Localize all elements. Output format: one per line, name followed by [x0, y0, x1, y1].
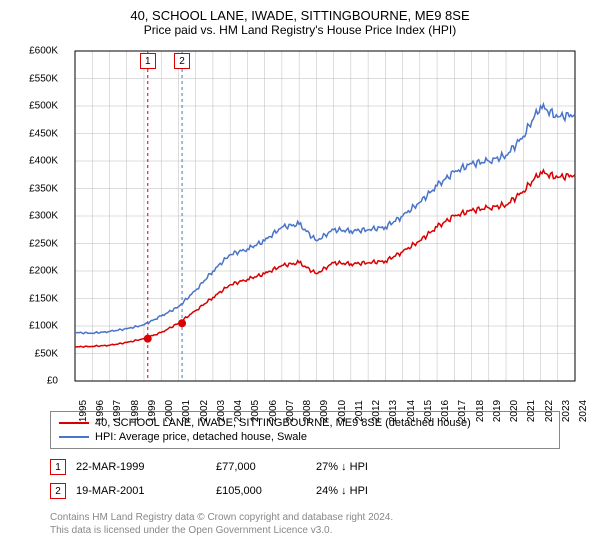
y-tick-label: £200K: [18, 266, 58, 277]
footer-line: Contains HM Land Registry data © Crown c…: [50, 511, 560, 524]
y-tick-label: £550K: [18, 73, 58, 84]
x-tick-label: 2012: [371, 400, 382, 422]
x-tick-label: 1999: [147, 400, 158, 422]
chart-area: £0 £50K £100K £150K £200K £250K £300K £350K £400…: [20, 43, 580, 403]
marker-number: 2: [55, 486, 61, 497]
x-tick-label: 2003: [216, 400, 227, 422]
chart-transaction-marker: 2: [174, 53, 190, 69]
x-tick-label: 2015: [423, 400, 434, 422]
x-tick-label: 2020: [509, 400, 520, 422]
x-tick-label: 2004: [233, 400, 244, 422]
x-tick-label: 2009: [319, 400, 330, 422]
legend-swatch: [59, 436, 89, 438]
table-row: 2 19-MAR-2001 £105,000 24% ↓ HPI: [50, 479, 560, 503]
tx-price: £77,000: [216, 461, 316, 473]
y-tick-label: £50K: [18, 348, 58, 359]
table-row: 1 22-MAR-1999 £77,000 27% ↓ HPI: [50, 455, 560, 479]
transaction-table: 1 22-MAR-1999 £77,000 27% ↓ HPI 2 19-MAR…: [50, 455, 560, 503]
y-tick-label: £0: [18, 376, 58, 387]
y-tick-label: £450K: [18, 128, 58, 139]
x-tick-label: 2021: [526, 400, 537, 422]
legend-item: HPI: Average price, detached house, Swal…: [59, 430, 551, 444]
chart-subtitle: Price paid vs. HM Land Registry's House …: [0, 23, 600, 43]
x-tick-label: 2007: [285, 400, 296, 422]
transaction-marker-icon: 1: [50, 459, 66, 475]
x-tick-label: 2005: [250, 400, 261, 422]
x-tick-label: 2017: [457, 400, 468, 422]
y-tick-label: £100K: [18, 321, 58, 332]
y-tick-label: £150K: [18, 293, 58, 304]
x-tick-label: 2016: [440, 400, 451, 422]
x-tick-label: 1995: [78, 400, 89, 422]
y-tick-label: £600K: [18, 46, 58, 57]
tx-price: £105,000: [216, 485, 316, 497]
line-chart-svg: [20, 43, 580, 403]
legend-label: HPI: Average price, detached house, Swal…: [95, 431, 307, 443]
x-tick-label: 2006: [268, 400, 279, 422]
tx-date: 22-MAR-1999: [76, 461, 216, 473]
x-tick-label: 2023: [561, 400, 572, 422]
chart-container: 40, SCHOOL LANE, IWADE, SITTINGBOURNE, M…: [0, 0, 600, 560]
x-tick-label: 2019: [492, 400, 503, 422]
chart-transaction-marker: 1: [140, 53, 156, 69]
marker-number: 1: [55, 462, 61, 473]
x-tick-label: 1998: [130, 400, 141, 422]
footer-line: This data is licensed under the Open Gov…: [50, 524, 560, 537]
y-tick-label: £300K: [18, 211, 58, 222]
footer-note: Contains HM Land Registry data © Crown c…: [50, 511, 560, 537]
x-tick-label: 2001: [181, 400, 192, 422]
x-tick-label: 2000: [164, 400, 175, 422]
x-tick-label: 2008: [302, 400, 313, 422]
legend-swatch: [59, 422, 89, 424]
x-tick-label: 2013: [388, 400, 399, 422]
x-tick-label: 2010: [337, 400, 348, 422]
y-tick-label: £250K: [18, 238, 58, 249]
x-tick-label: 2002: [199, 400, 210, 422]
tx-date: 19-MAR-2001: [76, 485, 216, 497]
transaction-marker-icon: 2: [50, 483, 66, 499]
y-tick-label: £400K: [18, 156, 58, 167]
chart-title: 40, SCHOOL LANE, IWADE, SITTINGBOURNE, M…: [0, 0, 600, 23]
x-tick-label: 2014: [406, 400, 417, 422]
y-tick-label: £500K: [18, 101, 58, 112]
x-tick-label: 2018: [475, 400, 486, 422]
x-tick-label: 2022: [544, 400, 555, 422]
x-tick-label: 2011: [354, 400, 365, 422]
x-tick-label: 1997: [112, 400, 123, 422]
y-tick-label: £350K: [18, 183, 58, 194]
x-tick-label: 1996: [95, 400, 106, 422]
x-tick-label: 2024: [578, 400, 589, 422]
tx-diff: 24% ↓ HPI: [316, 485, 436, 497]
tx-diff: 27% ↓ HPI: [316, 461, 436, 473]
